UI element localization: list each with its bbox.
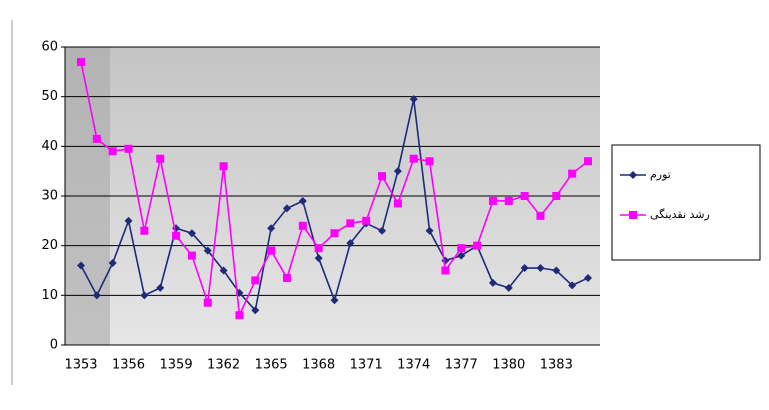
- marker: [251, 276, 259, 284]
- x-tick-label: 1359: [160, 358, 193, 373]
- chart: 0 10 20 30 40 50 60 1353 1356 1359 1362 1365 1368 137…: [0, 0, 769, 406]
- marker: [473, 242, 481, 250]
- legend-label: رشد نقدینگی: [650, 208, 710, 221]
- x-tick-label: 1368: [302, 358, 335, 373]
- marker: [299, 222, 307, 230]
- marker: [536, 212, 544, 220]
- y-tick-label: 60: [41, 40, 58, 55]
- marker: [315, 244, 323, 252]
- marker: [584, 157, 592, 165]
- marker: [188, 252, 196, 260]
- marker: [283, 274, 291, 282]
- marker: [331, 229, 339, 237]
- marker: [93, 135, 101, 143]
- marker: [220, 162, 228, 170]
- marker: [457, 244, 465, 252]
- y-tick-label: 10: [41, 288, 58, 303]
- marker: [441, 267, 449, 275]
- marker: [410, 155, 418, 163]
- marker: [125, 145, 133, 153]
- marker: [140, 227, 148, 235]
- marker: [156, 155, 164, 163]
- x-tick-label: 1365: [255, 358, 288, 373]
- marker: [489, 197, 497, 205]
- y-tick-label: 40: [41, 139, 58, 154]
- marker: [362, 217, 370, 225]
- y-tick-label: 20: [41, 238, 58, 253]
- x-tick-label: 1374: [397, 358, 430, 373]
- marker: [235, 311, 243, 319]
- y-tick-label: 30: [41, 189, 58, 204]
- marker: [267, 247, 275, 255]
- marker: [394, 199, 402, 207]
- x-tick-label: 1371: [350, 358, 383, 373]
- y-tick-label: 50: [41, 89, 58, 104]
- marker: [204, 299, 212, 307]
- marker: [426, 157, 434, 165]
- marker: [77, 58, 85, 66]
- legend-label: تورم: [650, 168, 671, 181]
- x-tick-label: 1356: [112, 358, 145, 373]
- marker: [346, 219, 354, 227]
- marker: [568, 170, 576, 178]
- x-tick-label: 1380: [492, 358, 525, 373]
- marker: [505, 197, 513, 205]
- x-tick-label: 1353: [64, 358, 97, 373]
- marker: [109, 147, 117, 155]
- marker: [172, 232, 180, 240]
- marker: [629, 211, 637, 219]
- x-tick-label: 1362: [207, 358, 240, 373]
- x-tick-label: 1377: [445, 358, 478, 373]
- marker: [378, 172, 386, 180]
- legend-box: [612, 145, 760, 260]
- marker: [521, 192, 529, 200]
- x-tick-label: 1383: [540, 358, 573, 373]
- y-tick-label: 0: [50, 338, 58, 353]
- marker: [552, 192, 560, 200]
